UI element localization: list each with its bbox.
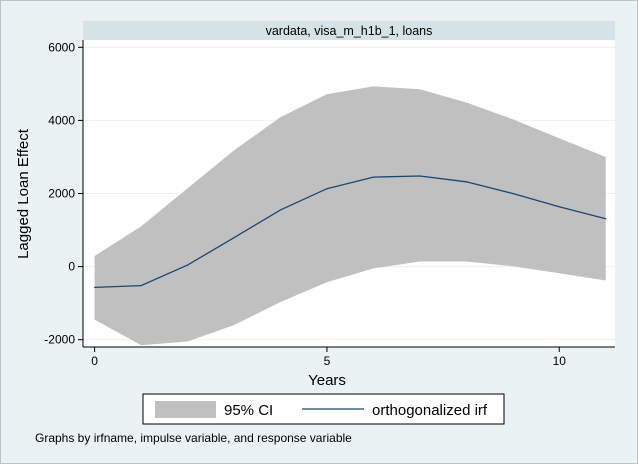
irf-point	[605, 218, 607, 220]
irf-point	[465, 181, 467, 183]
y-tick-label: 2000	[48, 187, 75, 201]
irf-line-layer	[94, 175, 607, 289]
ci-band-layer	[94, 86, 606, 346]
ci-band	[94, 86, 606, 346]
panel-title: vardata, visa_m_h1b_1, loans	[266, 24, 433, 38]
x-tick-label: 0	[91, 354, 98, 368]
irf-point	[512, 192, 514, 195]
y-tick-label: 4000	[48, 113, 75, 127]
x-tick-label: 10	[553, 354, 567, 368]
legend-label-ci: 95% CI	[224, 402, 273, 419]
y-tick-label: -2000	[44, 333, 75, 347]
irf-point	[326, 188, 328, 190]
panel-title-strip	[83, 21, 615, 40]
irf-point	[372, 176, 374, 178]
y-ticks: -2000 0 2000 4000 6000	[44, 40, 83, 347]
irf-point	[233, 237, 235, 239]
graph-footnote: Graphs by irfname, impulse variable, and…	[35, 431, 352, 445]
legend-swatch-ci	[155, 401, 216, 418]
irf-point	[94, 286, 96, 289]
y-tick-label: 6000	[48, 40, 75, 54]
irf-point	[419, 175, 421, 177]
irf-line	[94, 175, 606, 289]
irf-point	[279, 209, 282, 211]
y-axis-title: Lagged Loan Effect	[15, 128, 32, 259]
irf-point	[558, 206, 560, 208]
x-tick-label: 5	[324, 354, 331, 368]
x-ticks: 0 5 10	[91, 347, 566, 368]
irf-point	[140, 285, 142, 287]
legend-label-irf: orthogonalized irf	[372, 402, 488, 419]
y-tick-label: 0	[68, 260, 75, 274]
irf-point	[186, 264, 189, 266]
x-axis-title: Years	[308, 372, 346, 389]
